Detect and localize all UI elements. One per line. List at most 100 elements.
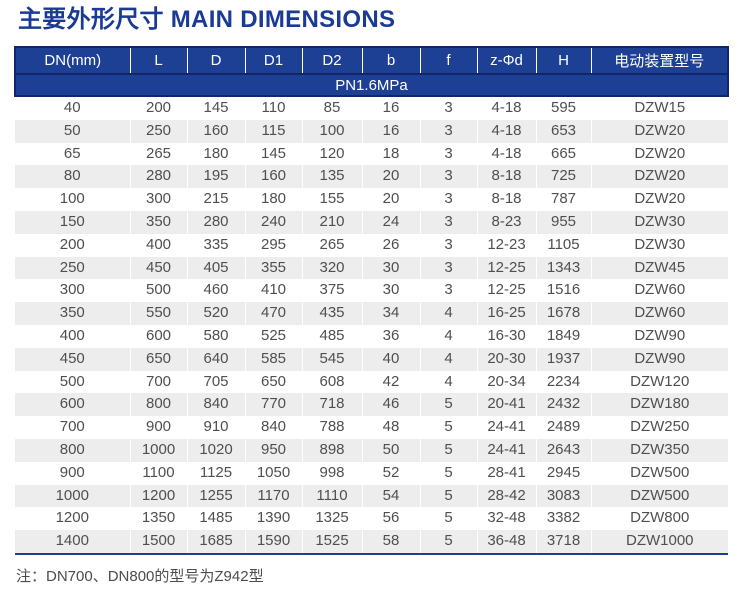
table-cell: 1849 (535, 324, 591, 348)
table-cell: 3 (419, 165, 477, 189)
table-cell: 150 (59, 212, 85, 230)
table-cell: DZW30 (590, 210, 728, 234)
column-header-d2: D2 (301, 46, 362, 75)
table-cell: 800 (129, 393, 187, 417)
table-cell: 24-41 (476, 416, 536, 439)
table-cell: 1678 (535, 302, 591, 325)
table-cell: 3 (419, 256, 477, 280)
column-header-d1: D1 (244, 46, 302, 75)
table-cell: 200 (59, 235, 85, 253)
table-cell: 250 (129, 119, 187, 143)
pressure-group-row: PN1.6MPa (14, 74, 729, 97)
table-cell: 500 (59, 372, 85, 390)
table-header-row: DN(mm) L D D1 D2 b f z-Φd H 电动装置型号 (14, 46, 729, 75)
table-cell: 145 (186, 96, 245, 120)
table-cell: 110 (244, 96, 302, 120)
table-cell: 8-18 (476, 188, 536, 211)
table-cell: 115 (244, 119, 302, 143)
table-cell: 1000 (55, 486, 89, 504)
table-cell: 20 (361, 165, 420, 189)
table-cell: 653 (535, 119, 591, 143)
table-cell: 1400 (15, 530, 130, 555)
table-cell: DZW250 (590, 416, 728, 439)
table-cell: 36 (361, 324, 420, 348)
table-cell: 295 (244, 233, 302, 257)
table-cell: DZW60 (590, 302, 728, 325)
table-cell: 16-25 (476, 302, 536, 325)
table-cell: 525 (244, 324, 302, 348)
table-cell: 100 (59, 190, 85, 208)
table-cell: DZW20 (590, 119, 728, 143)
table-body: 40 200 145 110 85 16 3 4-18 595 DZW15 50 250 160 115 1… (15, 96, 728, 555)
table-cell: 1516 (535, 279, 591, 303)
table-cell: 28-41 (476, 461, 536, 485)
table-cell: 20-41 (476, 393, 536, 417)
table-cell: 840 (186, 393, 245, 417)
table-row: 65 265 180 145 120 18 3 4-18 665 DZW20 (15, 142, 728, 166)
table-cell: 5 (419, 438, 477, 462)
table-cell: 135 (301, 165, 362, 189)
table-cell: 787 (535, 188, 591, 211)
table-cell: 40 (63, 99, 81, 116)
table-cell: 4-18 (476, 96, 536, 120)
table-cell: 665 (535, 142, 591, 166)
table-cell: 3 (419, 119, 477, 143)
page-title: 主要外形尺寸 MAIN DIMENSIONS (18, 6, 396, 33)
table-cell: 16-30 (476, 324, 536, 348)
table-cell: 3 (419, 233, 477, 257)
table-cell: 8-23 (476, 210, 536, 234)
table-cell: 300 (129, 188, 187, 211)
table-cell: 5 (419, 484, 477, 508)
column-header-zphid: z-Φd (476, 46, 536, 75)
table-cell: 32-48 (476, 507, 536, 531)
table-cell: DZW90 (590, 324, 728, 348)
table-cell: 1343 (535, 256, 591, 280)
table-row: 50 250 160 115 100 16 3 4-18 653 DZW20 (15, 119, 728, 143)
table-cell: 900 (59, 463, 85, 481)
table-cell: DZW90 (590, 347, 728, 371)
table-cell: 160 (244, 165, 302, 189)
table-cell: 520 (186, 302, 245, 325)
table-cell: 1350 (129, 507, 187, 531)
table-cell: 840 (244, 416, 302, 439)
table-cell: 5 (419, 530, 477, 555)
table-cell: 550 (129, 302, 187, 325)
table-cell: 4-18 (476, 142, 536, 166)
table-cell: 12-25 (476, 279, 536, 303)
column-header-l: L (129, 46, 187, 75)
table-row: 300 500 460 410 375 30 3 12-25 1516 DZW60 (15, 279, 728, 303)
table-cell: 900 (129, 416, 187, 439)
table-cell: 650 (129, 347, 187, 371)
table-cell: DZW20 (590, 188, 728, 211)
table-cell: 24 (361, 210, 420, 234)
table-row: 1200 1350 1485 1390 1325 56 5 32-48 3382 DZW800 (15, 507, 728, 531)
table-cell: 85 (301, 96, 362, 120)
column-header-h: H (535, 46, 591, 75)
table-cell: 2489 (535, 416, 591, 439)
table-cell: 180 (244, 188, 302, 211)
table-cell: 4 (419, 370, 477, 394)
table-cell: 5 (419, 393, 477, 417)
table-cell: DZW1000 (590, 530, 728, 555)
table-cell: 5 (419, 507, 477, 531)
table-row: 1400 1500 1685 1590 1525 58 5 36-48 3718 DZW1000 (15, 530, 728, 555)
table-cell: 3382 (535, 507, 591, 531)
table-cell: 955 (535, 210, 591, 234)
table-cell: 1110 (301, 484, 362, 508)
column-header-f: f (419, 46, 477, 75)
table-cell: 355 (244, 256, 302, 280)
table-cell: 910 (186, 416, 245, 439)
table-row: 800 1000 1020 950 898 50 5 24-41 2643 DZW350 (15, 438, 728, 462)
table-cell: 1050 (244, 461, 302, 485)
table-cell: 46 (361, 393, 420, 417)
table-row: 500 700 705 650 608 42 4 20-34 2234 DZW120 (15, 370, 728, 394)
table-cell: 58 (361, 530, 420, 555)
table-cell: 400 (129, 233, 187, 257)
table-cell: 48 (361, 416, 420, 439)
table-cell: 460 (186, 279, 245, 303)
table-cell: 1200 (55, 509, 89, 527)
table-cell: 145 (244, 142, 302, 166)
table-row: 1000 1200 1255 1170 1110 54 5 28-42 3083 DZW500 (15, 484, 728, 508)
table-cell: 16 (361, 119, 420, 143)
